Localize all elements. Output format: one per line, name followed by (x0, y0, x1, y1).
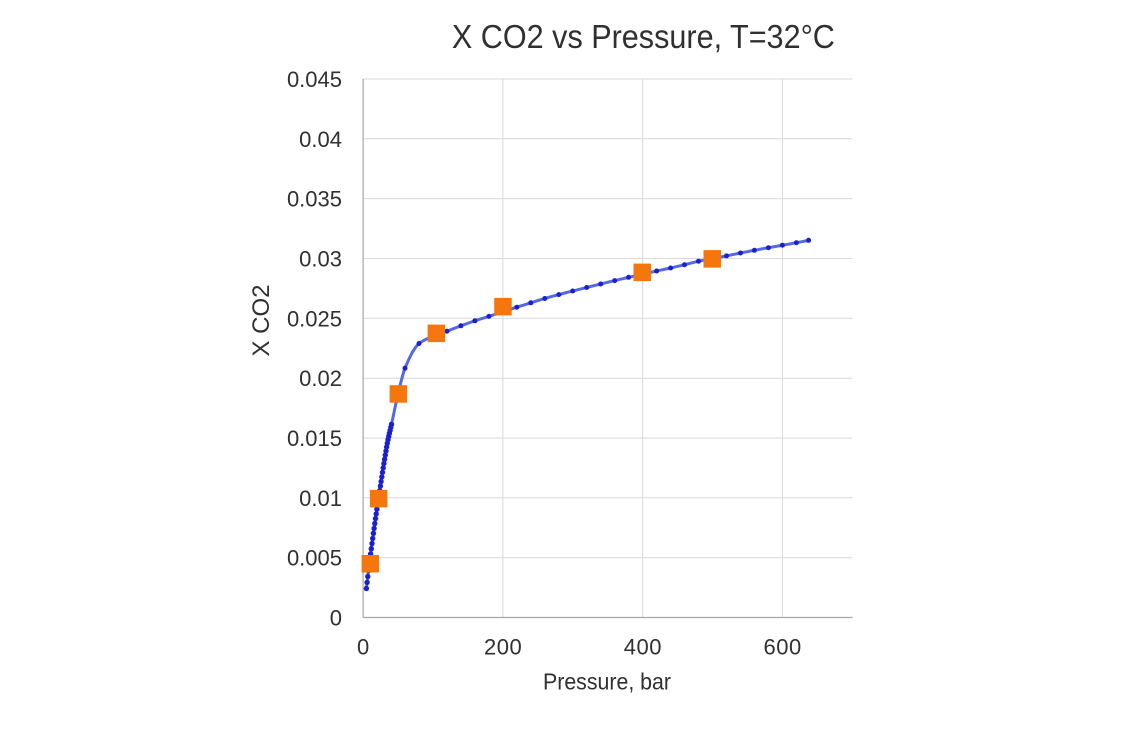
svg-text:0.03: 0.03 (299, 247, 342, 272)
svg-text:Pressure, bar: Pressure, bar (543, 669, 671, 695)
svg-text:0.035: 0.035 (287, 187, 342, 212)
svg-text:X CO2 vs Pressure, T=32°C: X CO2 vs Pressure, T=32°C (452, 18, 835, 55)
svg-text:X CO2: X CO2 (248, 284, 275, 356)
svg-text:0.02: 0.02 (299, 366, 342, 391)
svg-text:0.005: 0.005 (287, 546, 342, 571)
svg-text:0.015: 0.015 (287, 426, 342, 451)
svg-text:0.045: 0.045 (287, 67, 342, 92)
svg-text:0: 0 (330, 606, 342, 631)
svg-text:0: 0 (357, 635, 370, 660)
svg-text:600: 600 (763, 635, 801, 660)
svg-text:0.025: 0.025 (287, 306, 342, 331)
svg-text:200: 200 (484, 635, 522, 660)
svg-text:400: 400 (624, 635, 662, 660)
svg-text:0.04: 0.04 (299, 127, 342, 152)
svg-text:0.01: 0.01 (299, 486, 342, 511)
